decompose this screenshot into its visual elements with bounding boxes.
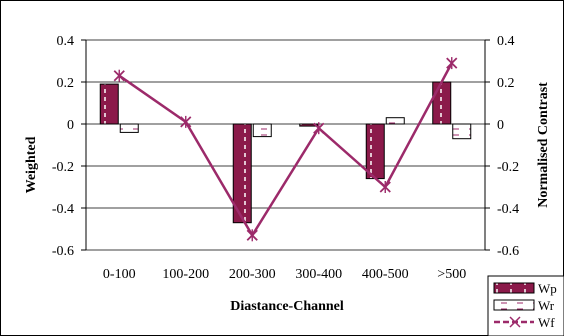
- x-tick-label: 200-300: [229, 267, 276, 282]
- legend-swatch-wp: [494, 283, 534, 293]
- bar-wr: [120, 124, 138, 132]
- x-axis-title: Diastance-Channel: [230, 299, 344, 314]
- bar-wr: [386, 118, 404, 124]
- legend: Wp Wr Wf: [488, 276, 564, 336]
- y-tick-left-label: -0.4: [52, 202, 74, 217]
- legend-label-wr: Wr: [538, 298, 555, 313]
- y-tick-right-label: -0.2: [497, 160, 519, 175]
- bar-wp: [366, 124, 384, 179]
- y-axis-right-title: Normalised Contrast: [536, 82, 551, 208]
- y-tick-right-label: -0.4: [497, 202, 519, 217]
- x-tick-label: 300-400: [295, 267, 342, 282]
- x-tick-label: 400-500: [362, 267, 409, 282]
- x-tick-label: 0-100: [103, 267, 136, 282]
- y-tick-right-label: 0.2: [497, 76, 515, 91]
- legend-label-wp: Wp: [538, 281, 557, 296]
- bar-wr: [453, 124, 471, 139]
- legend-swatch-wr: [494, 300, 534, 310]
- y-tick-right-label: -0.6: [497, 244, 519, 259]
- x-tick-label: 100-200: [162, 267, 209, 282]
- y-tick-left-label: 0.4: [57, 34, 75, 49]
- legend-label-wf: Wf: [538, 315, 555, 330]
- bar-wr: [253, 124, 271, 137]
- y-tick-right-label: 0.4: [497, 34, 515, 49]
- bar-wp: [433, 82, 451, 124]
- y-tick-left-label: 0.2: [57, 76, 75, 91]
- y-tick-right-label: 0: [497, 118, 504, 133]
- y-tick-left-label: 0: [67, 118, 74, 133]
- bar-wp: [100, 84, 118, 124]
- y-axis-left-title: Weighted: [24, 136, 39, 193]
- y-tick-left-label: -0.6: [52, 244, 74, 259]
- x-tick-label: >500: [437, 267, 466, 282]
- y-tick-left-label: -0.2: [52, 160, 74, 175]
